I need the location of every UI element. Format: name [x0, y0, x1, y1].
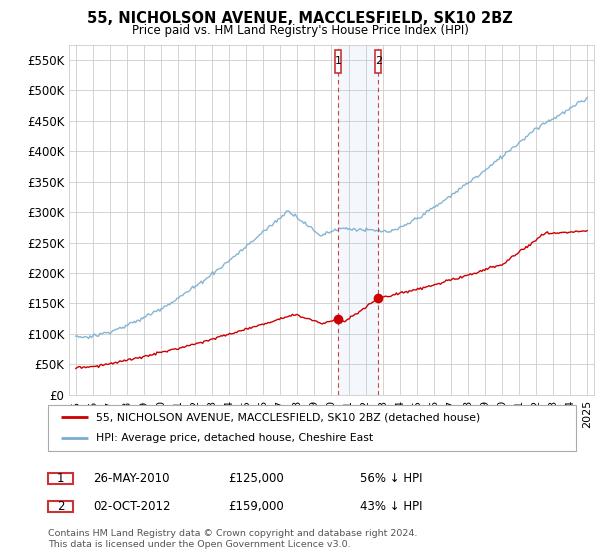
Text: HPI: Average price, detached house, Cheshire East: HPI: Average price, detached house, Ches…	[95, 433, 373, 444]
Text: 55, NICHOLSON AVENUE, MACCLESFIELD, SK10 2BZ (detached house): 55, NICHOLSON AVENUE, MACCLESFIELD, SK10…	[95, 412, 480, 422]
Bar	[338, 45, 379, 395]
Bar	[335, 50, 341, 73]
Text: 26-MAY-2010: 26-MAY-2010	[93, 472, 170, 485]
Bar	[376, 50, 382, 73]
Text: Price paid vs. HM Land Registry's House Price Index (HPI): Price paid vs. HM Land Registry's House …	[131, 24, 469, 36]
Text: 55, NICHOLSON AVENUE, MACCLESFIELD, SK10 2BZ: 55, NICHOLSON AVENUE, MACCLESFIELD, SK10…	[87, 11, 513, 26]
Text: 43% ↓ HPI: 43% ↓ HPI	[360, 500, 422, 513]
Text: £125,000: £125,000	[228, 472, 284, 485]
Text: 2: 2	[375, 56, 382, 66]
Text: 02-OCT-2012: 02-OCT-2012	[93, 500, 170, 513]
Text: 1: 1	[334, 56, 341, 66]
Text: 2: 2	[57, 500, 64, 513]
Text: 56% ↓ HPI: 56% ↓ HPI	[360, 472, 422, 485]
Text: Contains HM Land Registry data © Crown copyright and database right 2024.
This d: Contains HM Land Registry data © Crown c…	[48, 529, 418, 549]
Text: £159,000: £159,000	[228, 500, 284, 513]
Text: 1: 1	[57, 472, 64, 485]
